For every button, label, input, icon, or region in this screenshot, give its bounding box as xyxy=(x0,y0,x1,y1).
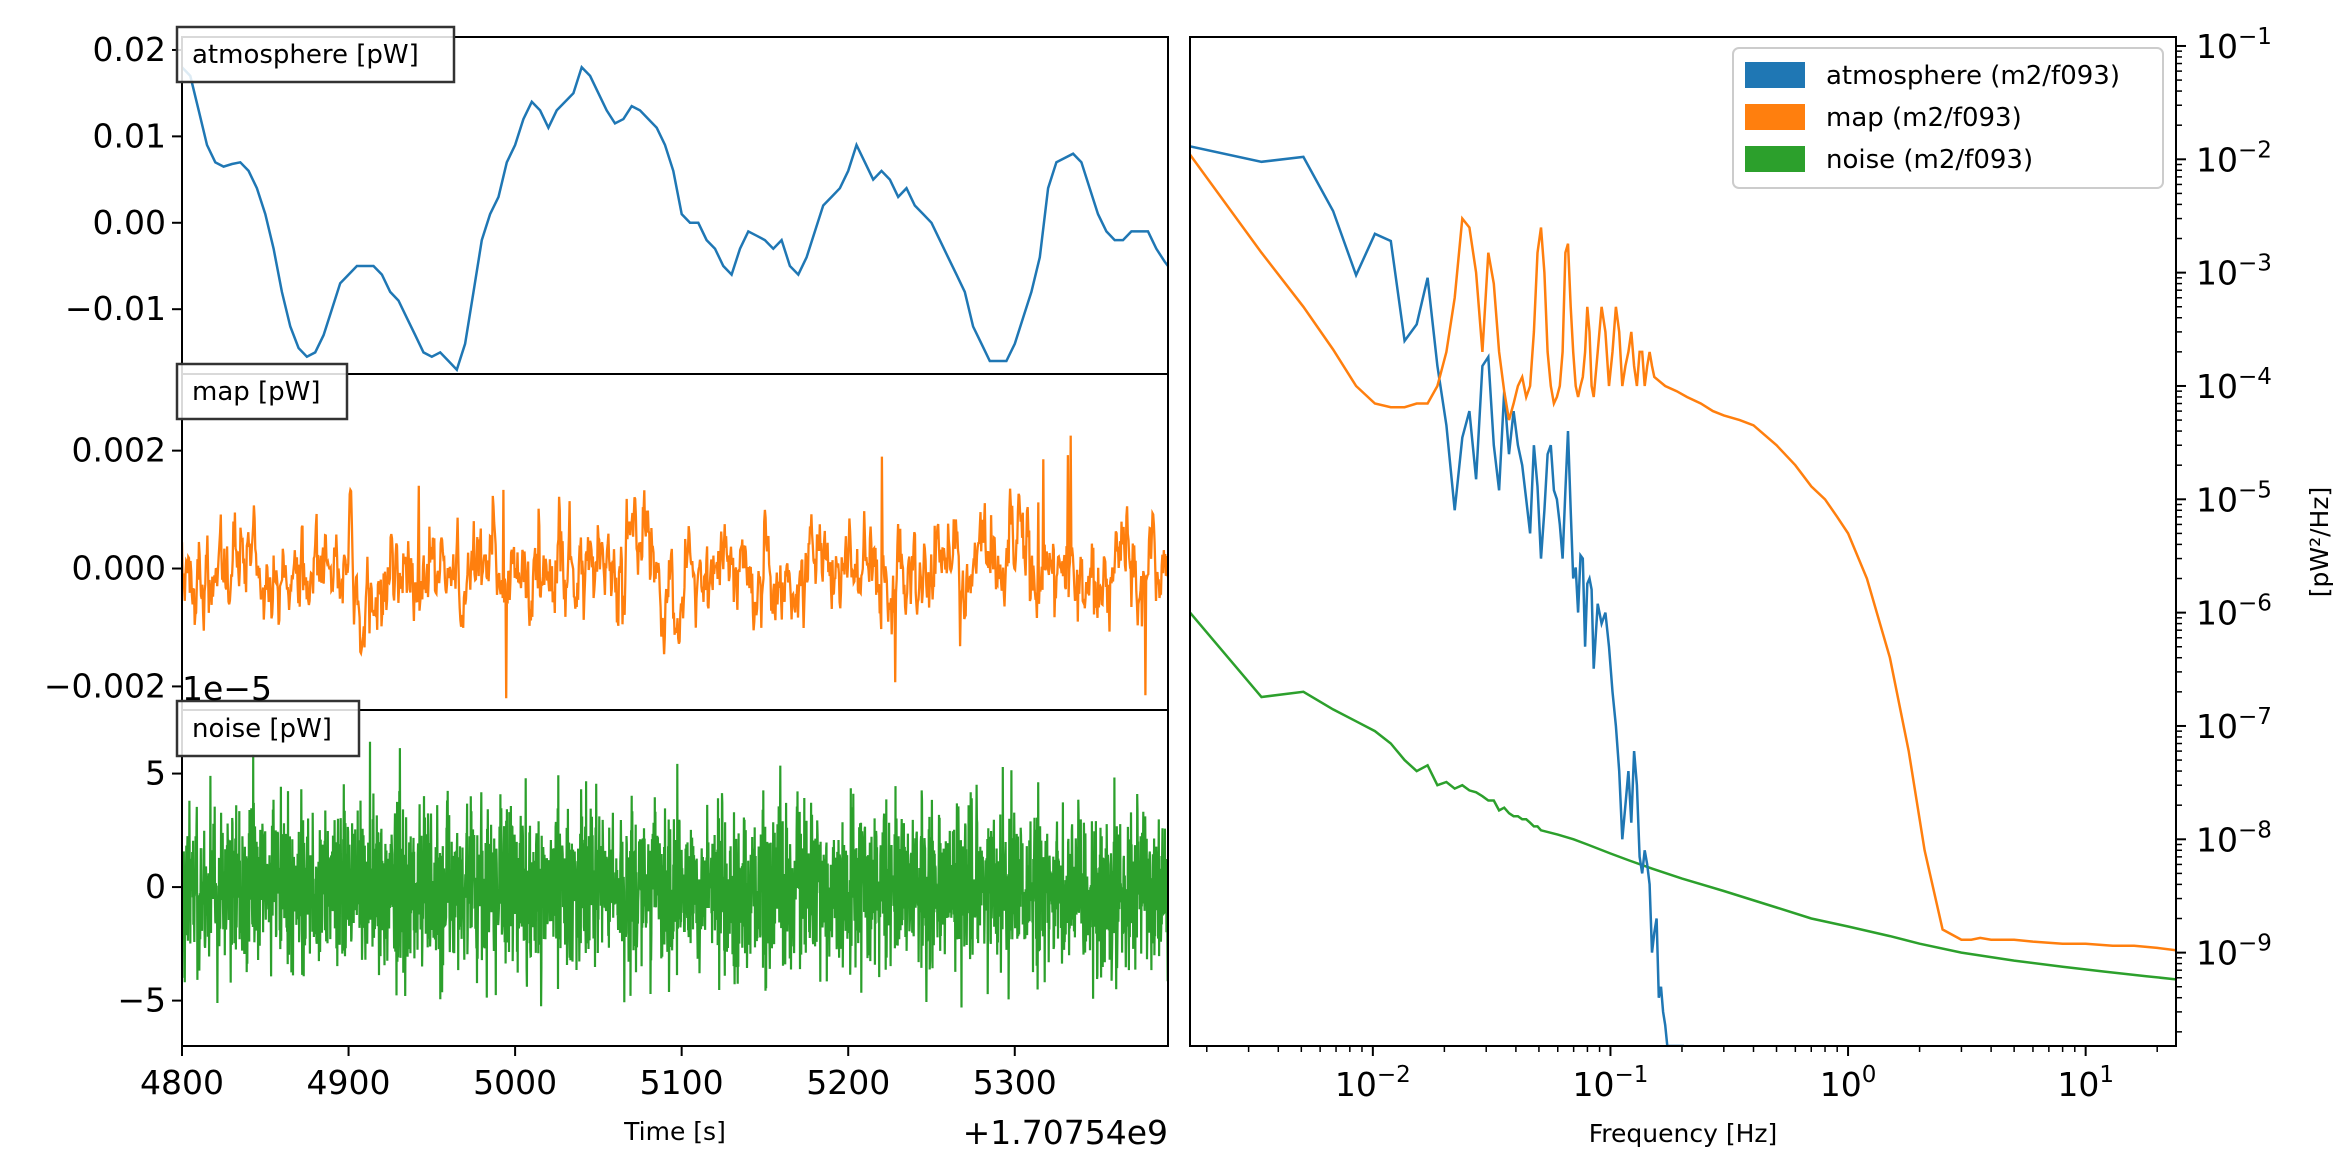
map-label-box: map [pW] xyxy=(175,362,349,421)
legend-label: map (m2/f093) xyxy=(1826,103,2022,133)
ytick-label: 5 xyxy=(145,754,166,793)
xtick-label: 10−1 xyxy=(1572,1062,1648,1104)
xtick-label: 10−2 xyxy=(1335,1062,1411,1104)
atmosphere-label-text: atmosphere [pW] xyxy=(192,40,419,70)
psd-axes-frame xyxy=(1189,36,2177,1047)
ytick-label: 0.000 xyxy=(72,549,166,588)
psd-legend: atmosphere (m2/f093) map (m2/f093) noise (… xyxy=(1732,47,2164,189)
ytick-label: 10−5 xyxy=(2196,477,2272,519)
noise-axes-frame xyxy=(181,709,1169,1047)
ytick-label: 0.01 xyxy=(93,116,166,155)
xtick-label: 5300 xyxy=(973,1063,1057,1102)
atmosphere-label-box: atmosphere [pW] xyxy=(175,25,456,84)
xtick-label: 5100 xyxy=(640,1063,724,1102)
ytick-label: 10−6 xyxy=(2196,591,2272,633)
noise-offset-text: 1e−5 xyxy=(182,669,272,708)
atmosphere-series-line xyxy=(182,64,1168,373)
map-series-line xyxy=(182,435,1168,699)
noise-label-box: noise [pW] xyxy=(175,699,361,758)
xtick-label: 101 xyxy=(2057,1062,2114,1104)
ytick-label: 10−4 xyxy=(2196,364,2272,406)
legend-swatch xyxy=(1745,62,1805,88)
ytick-label: 10−1 xyxy=(2196,24,2272,66)
time-xticks: 4800 4900 5000 5100 5200 5300 xyxy=(140,1046,1057,1102)
legend-label: atmosphere (m2/f093) xyxy=(1826,61,2120,91)
psd-series-1-line xyxy=(1190,153,2176,952)
xtick-label: 4900 xyxy=(307,1063,391,1102)
ytick-label: 10−2 xyxy=(2196,137,2272,179)
ytick-label: 10−7 xyxy=(2196,704,2272,746)
xtick-label: 100 xyxy=(1820,1062,1877,1104)
ytick-label: 0.00 xyxy=(93,203,166,242)
legend-label: noise (m2/f093) xyxy=(1826,145,2033,175)
time-offset-text: +1.70754e9 xyxy=(963,1113,1168,1152)
ytick-label: 10−3 xyxy=(2196,251,2272,293)
panel-noise: 5 0 −5 noise [pW] 1e−5 xyxy=(117,669,1169,1047)
ytick-label: 0.02 xyxy=(93,30,166,69)
xtick-label: 4800 xyxy=(140,1063,224,1102)
map-yticks: 0.002 0.000 −0.002 xyxy=(44,431,182,705)
noise-label-text: noise [pW] xyxy=(192,714,332,744)
psd-xticks: 10−2 10−1 100 101 xyxy=(1206,1046,2158,1104)
legend-entries: atmosphere (m2/f093) map (m2/f093) noise (… xyxy=(1745,61,2120,175)
ytick-label: −0.002 xyxy=(44,666,166,705)
noise-series-line xyxy=(182,741,1168,1008)
ytick-label: 10−8 xyxy=(2196,817,2272,859)
xtick-label: 5000 xyxy=(473,1063,557,1102)
panel-psd: 10−2 10−1 100 101 10−110−210−310−410−510−61… xyxy=(1189,24,2334,1148)
panel-atmosphere: 0.02 0.01 0.00 −0.01 atmosphere [pW] xyxy=(65,25,1169,375)
map-axes-frame xyxy=(181,373,1169,711)
xtick-label: 5200 xyxy=(806,1063,890,1102)
noise-yticks: 5 0 −5 xyxy=(117,754,182,1020)
psd-xlabel: Frequency [Hz] xyxy=(1589,1119,1778,1148)
legend-frame xyxy=(1732,47,2164,189)
time-xlabel: Time [s] xyxy=(623,1117,726,1146)
atmosphere-yticks: 0.02 0.01 0.00 −0.01 xyxy=(65,30,182,328)
ytick-label: 10−9 xyxy=(2196,931,2272,973)
panel-map: 0.002 0.000 −0.002 map [pW] xyxy=(44,362,1169,711)
legend-swatch xyxy=(1745,104,1805,130)
ytick-label: −5 xyxy=(117,981,166,1020)
psd-series-2-line xyxy=(1190,611,2176,981)
psd-series-0-line xyxy=(1190,145,1684,1046)
psd-series-lines xyxy=(1190,145,2176,1046)
ytick-label: 0 xyxy=(145,867,166,906)
ytick-label: 0.002 xyxy=(72,431,166,470)
psd-yticks: 10−1 10−2 10−3 10−4 10−5 10−6 10−7 10−8 10−9 xyxy=(2176,24,2272,1033)
legend-swatch xyxy=(1745,146,1805,172)
ytick-label: −0.01 xyxy=(65,289,166,328)
map-label-text: map [pW] xyxy=(192,377,321,407)
psd-ylabel: [pW²/Hz] xyxy=(2305,487,2334,597)
